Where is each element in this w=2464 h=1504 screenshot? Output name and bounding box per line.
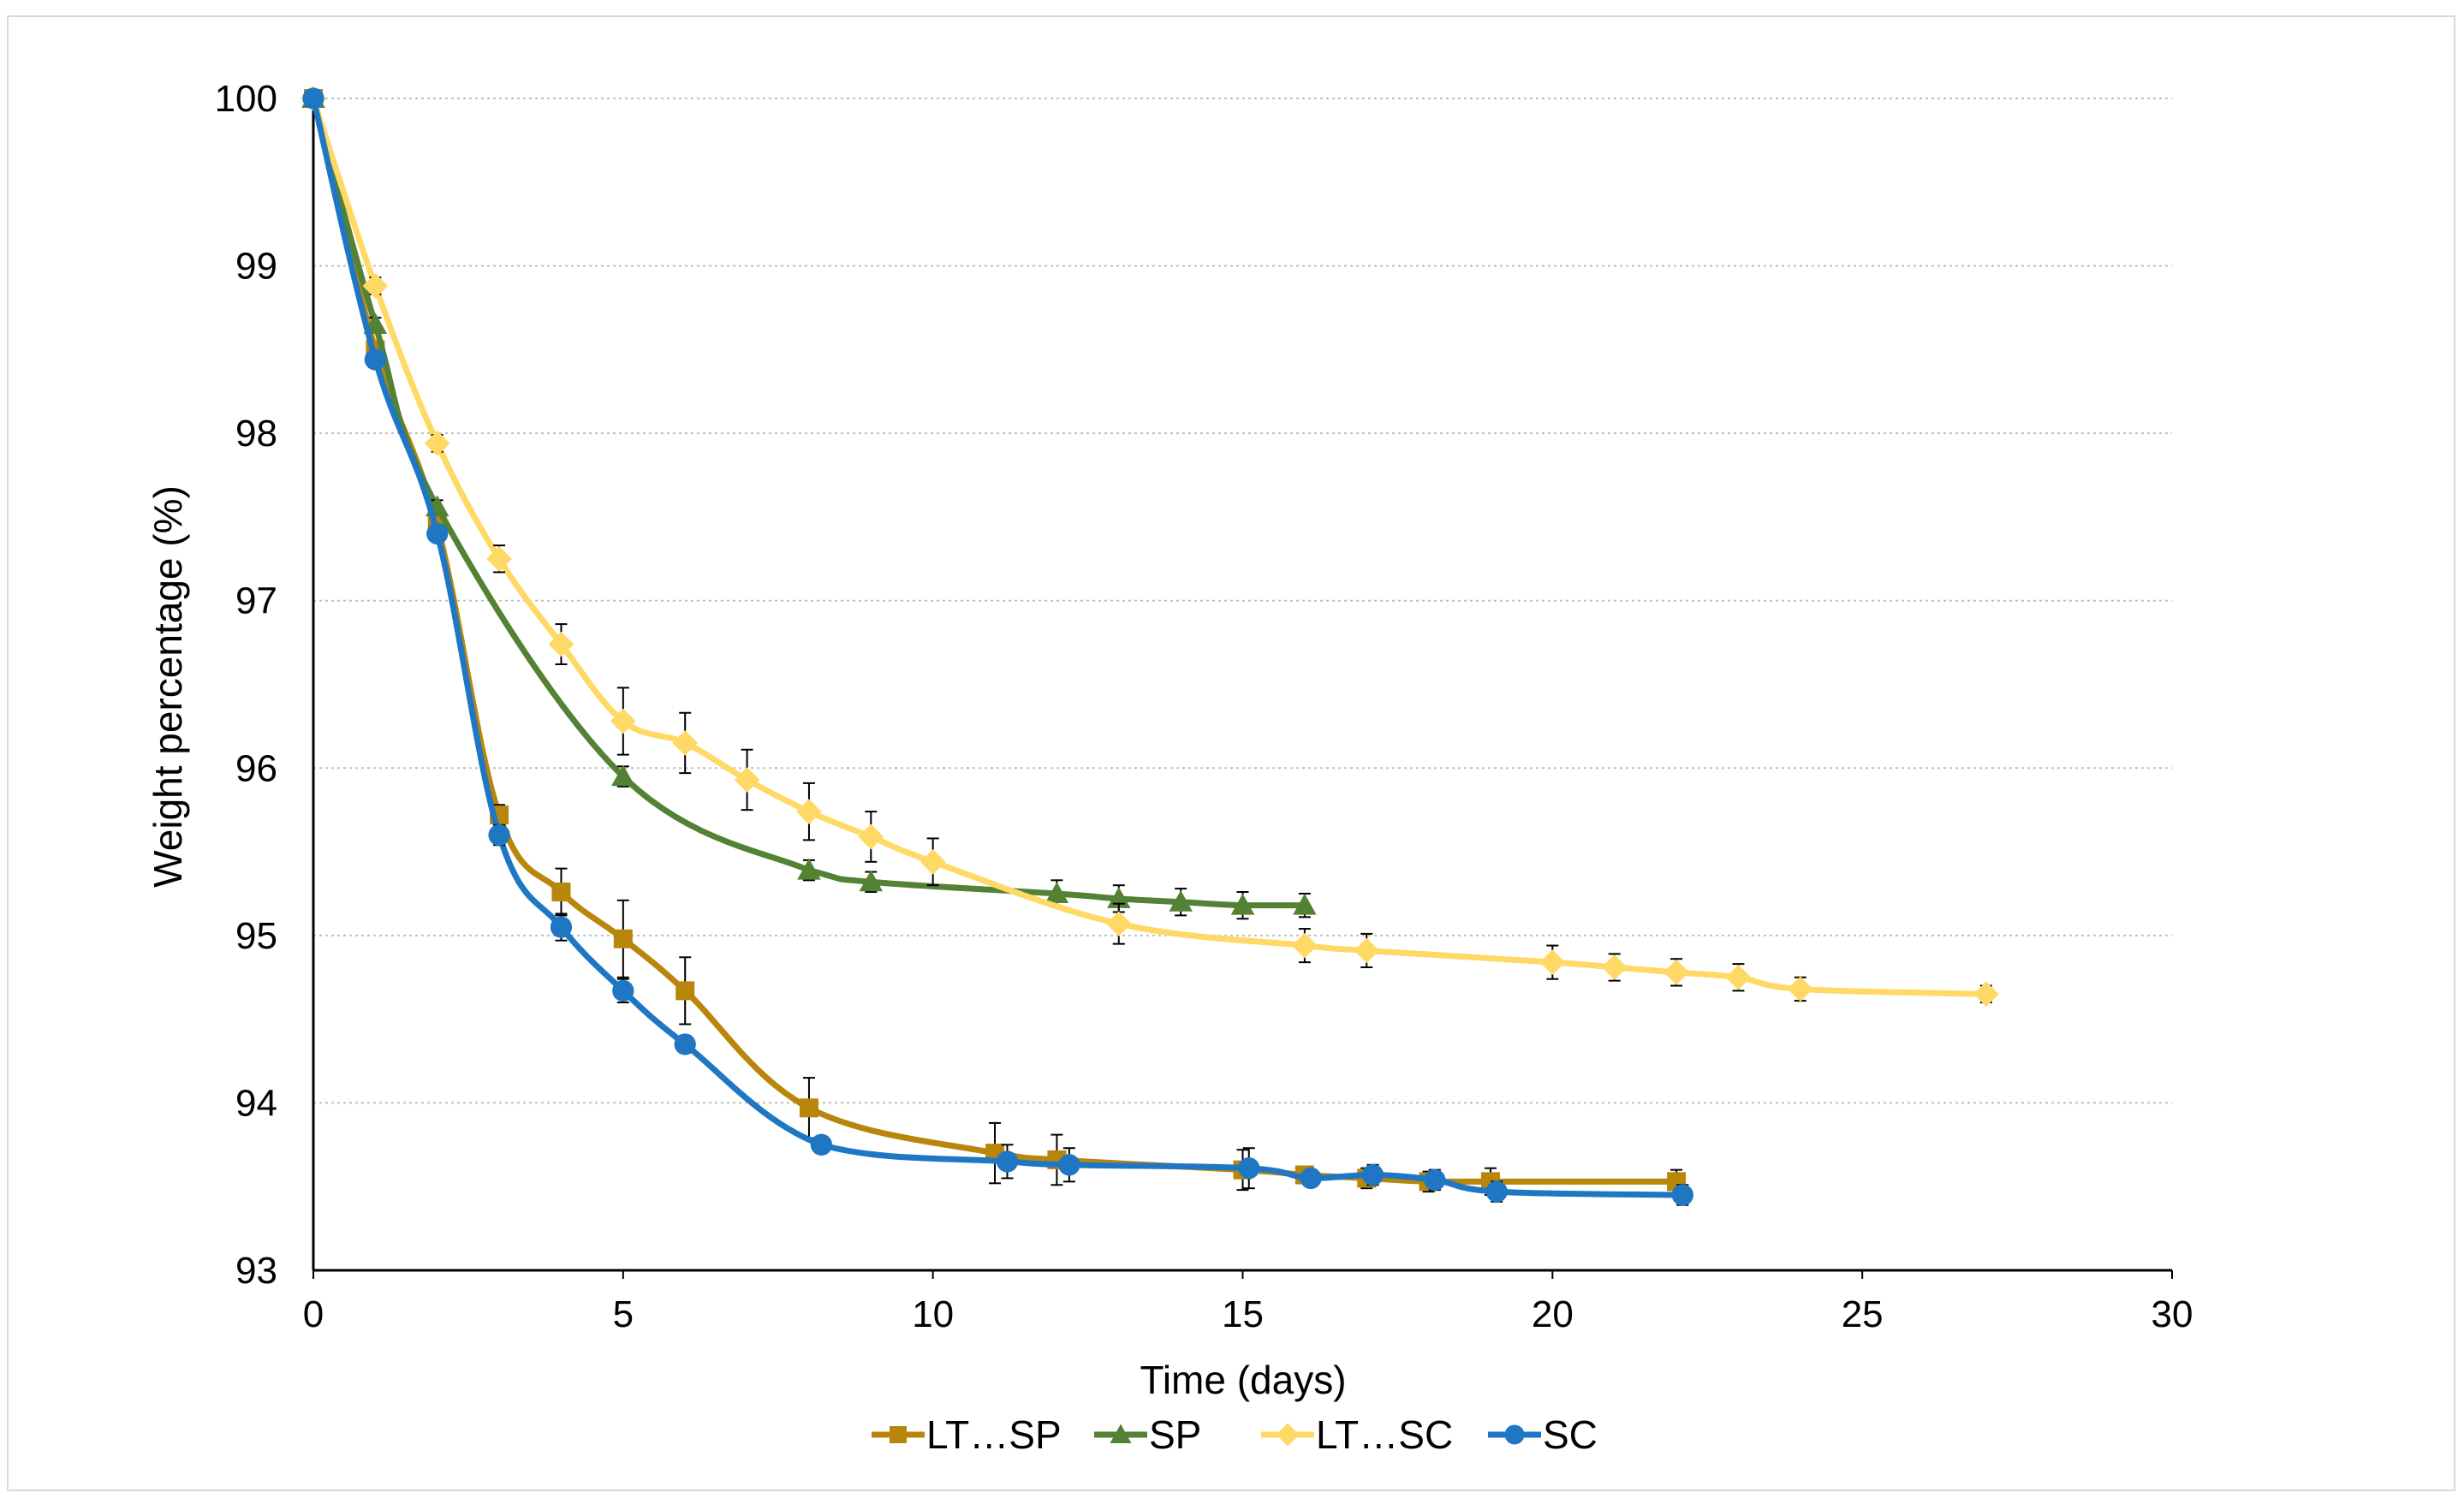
x-tick-label: 15 [1222,1293,1264,1335]
data-point-LT…SC [796,799,822,824]
data-point-LT…SC [424,431,450,456]
legend-item: LT…SP [872,1412,1062,1457]
x-tick-label: 5 [613,1293,634,1335]
data-point-SC [1058,1154,1080,1176]
data-point-LT…SP [676,981,695,1001]
data-point-SP [1169,889,1193,912]
data-point-LT…SP [613,929,633,948]
data-point-SC [1671,1184,1693,1206]
data-point-SC [996,1150,1019,1173]
axes [312,97,2173,1279]
y-tick-label: 97 [235,580,277,622]
y-tick-label: 98 [235,413,277,455]
data-point-LT…SC [1973,981,1999,1008]
data-point-LT…SC [1539,949,1566,975]
data-point-SC [612,979,634,1002]
data-point-SC [364,348,387,371]
x-tick-label: 30 [2152,1293,2193,1335]
data-point-LT…SC [1787,976,1813,1002]
data-point-LT…SC [1292,932,1318,959]
data-point-SC [426,522,449,545]
legend-marker [1504,1424,1525,1445]
y-tick-label: 100 [215,78,277,120]
legend-marker [1110,1424,1132,1443]
data-point-LT…SP [799,1098,818,1118]
tick-labels: 93 94 95 96 97 98 99 100 0 5 10 15 20 25 30 [215,78,2193,1335]
series-lines [301,86,1999,1206]
data-point-SP [1230,893,1255,915]
data-point-SC [302,87,324,110]
data-point-SC [488,823,510,847]
data-point-LT…SP [551,883,571,902]
gridlines [313,98,2172,1104]
data-point-SC [1300,1167,1322,1190]
series-LT…SP [304,89,1687,1196]
x-tick-label: 25 [1842,1293,1884,1335]
data-point-LT…SC [1663,960,1689,985]
legend-label: SP [1149,1412,1201,1457]
data-point-SP [1045,882,1069,903]
legend: LT…SP SP LT…SC SC [872,1412,1598,1457]
y-tick-label: 93 [235,1250,277,1292]
data-point-LT…SC [920,848,946,875]
legend-marker [890,1426,907,1443]
data-point-SC [1485,1180,1508,1203]
legend-item: SP [1094,1412,1201,1457]
data-point-SC [1361,1163,1384,1186]
chart-frame [7,15,2455,1491]
data-point-LT…SC [1725,964,1752,990]
legend-item: LT…SC [1261,1412,1453,1457]
series-LT…SC [301,86,1999,1008]
legend-marker [1276,1423,1300,1447]
data-point-LT…SC [1354,937,1380,964]
legend-item: SC [1488,1412,1598,1457]
legend-label: LT…SC [1316,1412,1453,1457]
y-tick-label: 94 [235,1082,277,1124]
data-point-SP [859,870,884,892]
data-point-LT…SC [610,708,636,734]
data-point-SP [1293,893,1317,915]
data-point-LT…SC [858,823,884,850]
data-point-SC [1424,1168,1446,1192]
y-tick-label: 96 [235,747,277,789]
data-point-SP [611,764,635,787]
data-point-SC [810,1133,833,1156]
series-SC [302,87,1693,1206]
y-axis-title: Weight percentage (%) [146,485,190,888]
data-point-LT…SC [734,767,760,793]
data-point-LT…SC [672,730,699,756]
data-point-SC [674,1033,696,1055]
data-point-SP [1107,887,1131,908]
series-line-LT…SC [310,95,1990,997]
y-tick-label: 95 [235,915,277,957]
data-point-LT…SC [362,273,389,299]
x-tick-label: 0 [303,1293,324,1335]
data-point-LT…SC [1601,954,1628,980]
y-tick-label: 99 [235,246,277,288]
x-tick-label: 10 [912,1293,954,1335]
legend-label: SC [1543,1412,1598,1457]
legend-label: LT…SP [926,1412,1062,1457]
data-point-SC [550,916,573,938]
data-point-LT…SC [1105,911,1132,937]
data-point-SC [1238,1157,1260,1180]
data-point-SP [797,858,821,880]
x-axis-title: Time (days) [1140,1358,1346,1402]
data-point-LT…SC [486,545,512,572]
x-tick-label: 20 [1532,1293,1574,1335]
data-point-LT…SC [548,631,574,657]
